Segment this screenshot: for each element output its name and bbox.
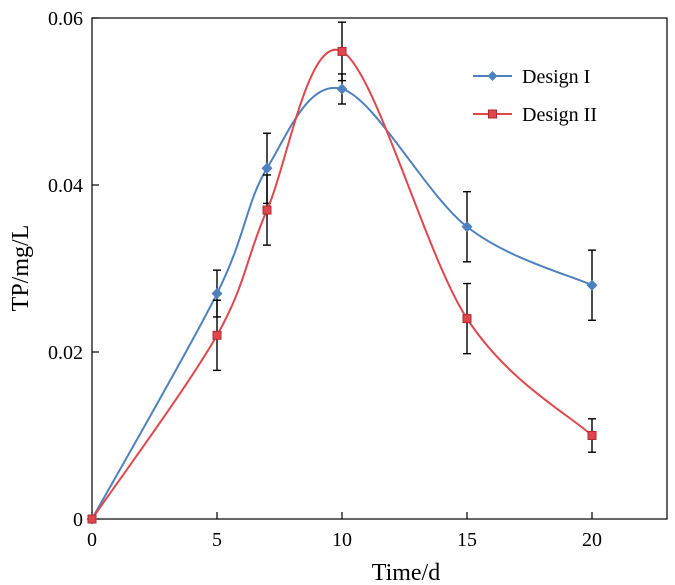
data-point: [212, 330, 222, 340]
data-point: [587, 431, 597, 440]
x-tick-label: 5: [212, 529, 222, 551]
series-line-design-ii: [91, 48, 593, 520]
data-point: [261, 162, 273, 174]
legend: Design I Design II: [473, 66, 597, 126]
legend-label-design-i: Design I: [522, 66, 590, 88]
legend-marker-design-i: [487, 71, 498, 81]
y-tick-label: 0.06: [48, 8, 83, 30]
legend-marker-design-ii: [488, 109, 497, 119]
x-tick-label: 0: [87, 529, 97, 551]
data-point: [586, 279, 598, 291]
x-tick-label: 10: [332, 529, 352, 551]
y-axis-title: TP/mg/L: [8, 225, 34, 312]
data-point: [211, 288, 223, 300]
legend-label-design-ii: Design II: [522, 104, 597, 126]
x-axis: 0 5 10 15 20: [87, 512, 602, 551]
y-tick-label: 0.02: [48, 342, 83, 364]
data-point: [87, 514, 97, 524]
x-tick-label: 15: [457, 529, 477, 551]
data-point: [461, 221, 473, 233]
data-point: [262, 205, 272, 215]
data-point: [337, 46, 347, 56]
series-line-design-i: [91, 86, 593, 520]
y-tick-label: 0.04: [48, 175, 83, 197]
plot-frame: [91, 17, 668, 520]
x-axis-title: Time/d: [372, 560, 440, 585]
y-tick-label: 0: [73, 509, 83, 531]
series-layer: [86, 21, 598, 525]
y-axis: 0 0.02 0.04 0.06: [48, 8, 99, 531]
x-tick-label: 20: [582, 529, 602, 551]
data-point: [462, 314, 472, 324]
data-point: [336, 83, 348, 95]
